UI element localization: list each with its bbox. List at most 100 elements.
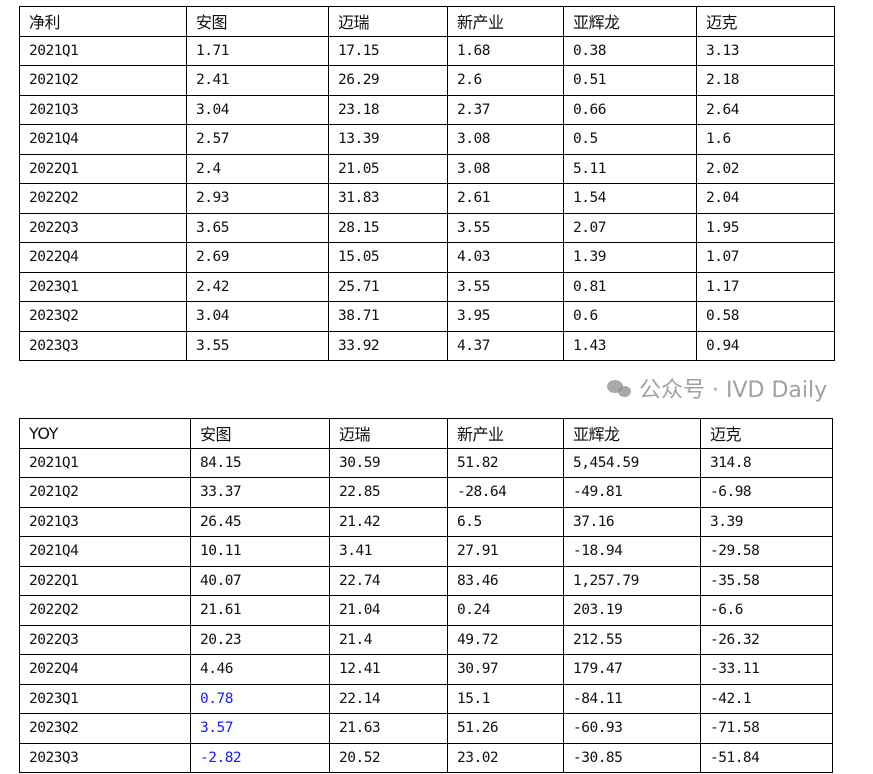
- table-cell: 2.93: [186, 183, 329, 214]
- column-header: 迈克: [696, 6, 835, 37]
- column-header: 净利: [19, 6, 187, 37]
- column-header: 安图: [186, 6, 329, 37]
- table-cell: 3.41: [329, 536, 448, 567]
- table-cell: 21.04: [329, 595, 448, 626]
- table-cell: -2.82: [190, 742, 330, 773]
- table-cell: 20.23: [190, 624, 330, 655]
- table-cell: 0.66: [563, 94, 697, 125]
- table-cell: 0.24: [447, 595, 564, 626]
- table-cell: 1,257.79: [563, 565, 701, 596]
- table-cell: 27.91: [447, 536, 564, 567]
- row-label: 2021Q1: [19, 447, 191, 478]
- table-cell: -28.64: [447, 477, 564, 508]
- table-cell: 5.11: [563, 153, 697, 184]
- row-label: 2022Q2: [19, 183, 187, 214]
- table-cell: 3.13: [696, 35, 835, 66]
- table-cell: 1.39: [563, 242, 697, 273]
- table-cell: 21.05: [328, 153, 448, 184]
- table-cell: 21.61: [190, 595, 330, 626]
- table-cell: 0.81: [563, 271, 697, 302]
- table-cell: 6.5: [447, 506, 564, 537]
- table-row: 2022Q3 3.65 28.15 3.55 2.07 1.95: [19, 212, 835, 243]
- table-cell: 1.68: [447, 35, 564, 66]
- table-cell: 30.59: [329, 447, 448, 478]
- table-cell: 26.45: [190, 506, 330, 537]
- table-cell: 0.38: [563, 35, 697, 66]
- table-cell: 3.95: [447, 301, 564, 332]
- table-cell: 5,454.59: [563, 447, 701, 478]
- table-cell: 22.85: [329, 477, 448, 508]
- table-cell: 13.39: [328, 124, 448, 155]
- table-row: 2021Q1 84.15 30.59 51.82 5,454.59 314.8: [19, 447, 833, 478]
- table-row: 2021Q3 26.45 21.42 6.5 37.16 3.39: [19, 506, 833, 537]
- net-profit-table: 净利 安图 迈瑞 新产业 亚辉龙 迈克 2021Q1 1.71 17.15 1.68 0.38 3.1…: [19, 6, 835, 361]
- table-cell: 2.04: [696, 183, 835, 214]
- table-cell: 21.42: [329, 506, 448, 537]
- table-cell: 2.18: [696, 65, 835, 96]
- table-row: 2022Q2 2.93 31.83 2.61 1.54 2.04: [19, 183, 835, 214]
- table-cell: 0.5: [563, 124, 697, 155]
- row-label: 2023Q2: [19, 713, 191, 744]
- table-cell: 17.15: [328, 35, 448, 66]
- table-cell: 25.71: [328, 271, 448, 302]
- row-label: 2023Q2: [19, 301, 187, 332]
- table-cell: 2.6: [447, 65, 564, 96]
- watermark: 公众号 · IVD Daily: [607, 372, 827, 404]
- table-cell: 1.95: [696, 212, 835, 243]
- table-cell: 1.07: [696, 242, 835, 273]
- row-label: 2022Q3: [19, 624, 191, 655]
- table-row: 2021Q4 2.57 13.39 3.08 0.5 1.6: [19, 124, 835, 155]
- table-cell: 0.6: [563, 301, 697, 332]
- table-cell: 3.55: [186, 330, 329, 361]
- table-cell: 2.64: [696, 94, 835, 125]
- row-label: 2022Q4: [19, 242, 187, 273]
- table-cell: 51.26: [447, 713, 564, 744]
- table-cell: 23.02: [447, 742, 564, 773]
- table-row: 2022Q2 21.61 21.04 0.24 203.19 -6.6: [19, 595, 833, 626]
- table-cell: -26.32: [700, 624, 833, 655]
- column-header: 新产业: [447, 6, 564, 37]
- table-cell: 31.83: [328, 183, 448, 214]
- table-row: 2023Q1 2.42 25.71 3.55 0.81 1.17: [19, 271, 835, 302]
- column-header: 迈瑞: [329, 418, 448, 449]
- table-cell: 20.52: [329, 742, 448, 773]
- table-cell: 83.46: [447, 565, 564, 596]
- table-cell: 2.41: [186, 65, 329, 96]
- table-cell: 33.92: [328, 330, 448, 361]
- table-cell: 4.03: [447, 242, 564, 273]
- table-row: 2021Q2 2.41 26.29 2.6 0.51 2.18: [19, 65, 835, 96]
- table-row: 2022Q1 2.4 21.05 3.08 5.11 2.02: [19, 153, 835, 184]
- table-cell: 0.94: [696, 330, 835, 361]
- wechat-icon: [607, 378, 633, 398]
- table-row: 2023Q3 3.55 33.92 4.37 1.43 0.94: [19, 330, 835, 361]
- table-cell: 203.19: [563, 595, 701, 626]
- table-cell: 38.71: [328, 301, 448, 332]
- column-header: 亚辉龙: [563, 418, 701, 449]
- table-row: 2021Q3 3.04 23.18 2.37 0.66 2.64: [19, 94, 835, 125]
- column-header: 安图: [190, 418, 330, 449]
- table-cell: 30.97: [447, 654, 564, 685]
- table-cell: 40.07: [190, 565, 330, 596]
- header-row: 净利 安图 迈瑞 新产业 亚辉龙 迈克: [19, 6, 835, 37]
- table-cell: 3.55: [447, 271, 564, 302]
- table-row: 2023Q1 0.78 22.14 15.1 -84.11 -42.1: [19, 683, 833, 714]
- table-row: 2022Q1 40.07 22.74 83.46 1,257.79 -35.58: [19, 565, 833, 596]
- table-cell: 21.63: [329, 713, 448, 744]
- watermark-text: 公众号 · IVD Daily: [639, 378, 828, 403]
- table-cell: 2.02: [696, 153, 835, 184]
- table-cell: -18.94: [563, 536, 701, 567]
- table-cell: 4.37: [447, 330, 564, 361]
- row-label: 2021Q2: [19, 65, 187, 96]
- table-cell: 3.55: [447, 212, 564, 243]
- table-cell: 1.71: [186, 35, 329, 66]
- table-cell: 23.18: [328, 94, 448, 125]
- table-cell: -29.58: [700, 536, 833, 567]
- row-label: 2022Q3: [19, 212, 187, 243]
- yoy-table: YOY 安图 迈瑞 新产业 亚辉龙 迈克 2021Q1 84.15 30.59 51.82 5,45…: [19, 418, 833, 773]
- row-label: 2022Q1: [19, 565, 191, 596]
- row-label: 2023Q3: [19, 742, 191, 773]
- row-label: 2022Q4: [19, 654, 191, 685]
- table-cell: 22.74: [329, 565, 448, 596]
- row-label: 2023Q3: [19, 330, 187, 361]
- table-cell: 2.37: [447, 94, 564, 125]
